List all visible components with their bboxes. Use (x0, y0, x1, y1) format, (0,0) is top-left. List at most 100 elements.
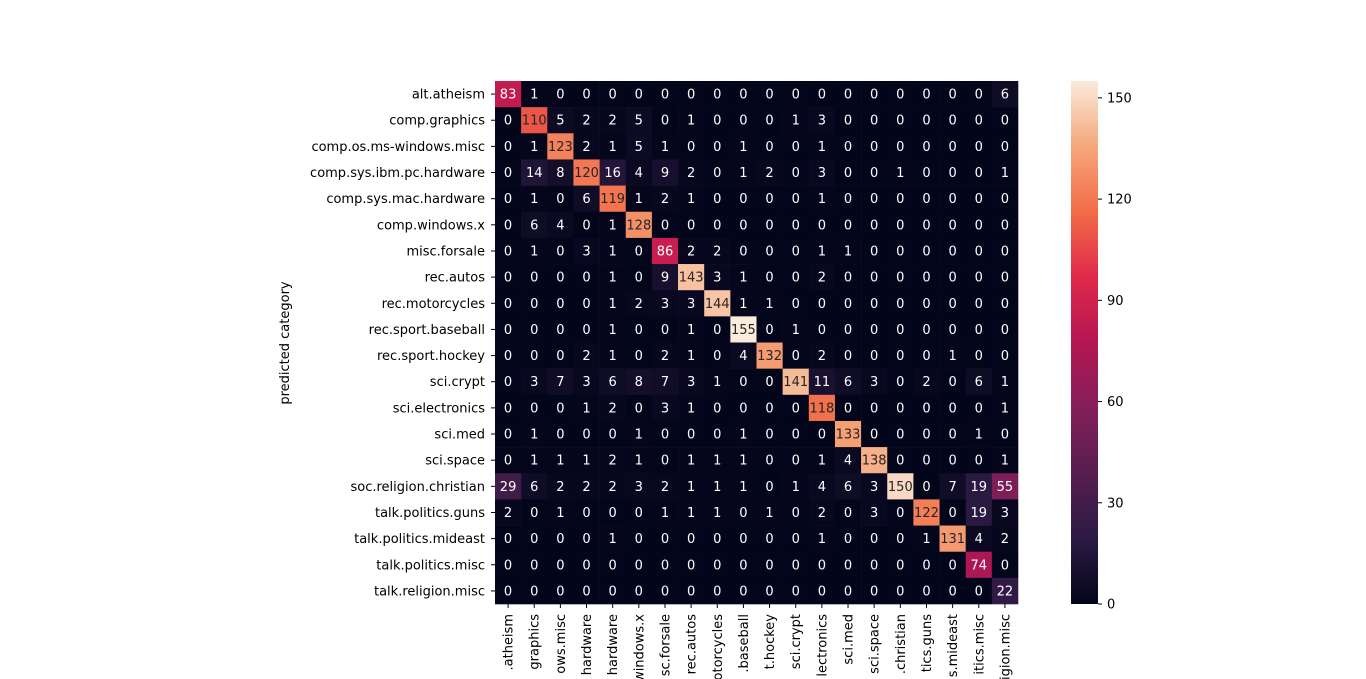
heatmap-cell (678, 551, 705, 579)
heatmap-cell (599, 290, 627, 317)
heatmap-cell (991, 316, 1019, 343)
cell-value-label: 2 (609, 454, 617, 469)
cell-value-label: 0 (818, 558, 826, 573)
heatmap-cell (730, 525, 757, 552)
heatmap-cell (678, 81, 705, 108)
cell-value-label: 3 (870, 480, 878, 495)
cell-value-label: 0 (765, 532, 773, 547)
cell-value-label: 6 (609, 375, 617, 390)
cell-value-label: 0 (687, 584, 695, 599)
cell-value-label: 0 (896, 140, 904, 155)
cell-value-label: 144 (705, 297, 730, 312)
heatmap-cell (730, 264, 757, 291)
colorbar-tick-label: 90 (1107, 294, 1124, 309)
cell-value-label: 0 (975, 88, 983, 103)
heatmap-cell (599, 525, 627, 552)
column-tick-labels: .atheism graphics ows.misc hardware hardware… (502, 604, 1013, 679)
cell-value-label: 0 (635, 584, 643, 599)
heatmap-cell (861, 264, 888, 291)
heatmap-cell (965, 577, 993, 605)
heatmap-cell (861, 525, 888, 552)
heatmap-cell (939, 107, 966, 134)
heatmap-cell (573, 342, 600, 369)
heatmap-cell (991, 420, 1019, 448)
cell-value-label: 2 (661, 349, 669, 364)
heatmap-cell (861, 420, 888, 448)
cell-value-label: 0 (948, 166, 956, 181)
heatmap-cell (834, 159, 862, 186)
heatmap-cell (599, 159, 627, 186)
cell-value-label: 0 (975, 166, 983, 181)
heatmap-cell (704, 420, 731, 448)
heatmap-cell (678, 447, 705, 474)
cell-value-label: 1 (739, 428, 747, 443)
cell-value-label: 2 (661, 192, 669, 207)
heatmap-cell (521, 394, 548, 422)
heatmap-cell (913, 447, 940, 474)
heatmap-cell (965, 159, 993, 186)
heatmap-cell (521, 316, 548, 343)
heatmap-cell (756, 133, 783, 160)
cell-value-label: 1 (609, 218, 617, 233)
cell-value-label: 0 (504, 140, 512, 155)
y-axis-label: predicted category (278, 281, 293, 405)
cell-value-label: 120 (574, 166, 599, 181)
heatmap-cell (913, 185, 940, 213)
heatmap-cell (991, 473, 1019, 500)
cell-value-label: 0 (870, 114, 878, 129)
cell-value-label: 2 (504, 506, 512, 521)
heatmap-cell (861, 237, 888, 265)
cell-value-label: 1 (792, 323, 800, 338)
cell-value-label: 2 (818, 349, 826, 364)
heatmap-cell (913, 394, 940, 422)
heatmap-cell (625, 473, 653, 500)
cell-value-label: 0 (504, 166, 512, 181)
cell-value-label: 0 (504, 244, 512, 259)
cell-value-label: 0 (896, 323, 904, 338)
column-tick-label: otorcycles (711, 614, 726, 679)
cell-value-label: 0 (844, 192, 852, 207)
cell-value-label: 19 (971, 480, 988, 495)
heatmap-cell (625, 81, 653, 108)
cell-value-label: 122 (914, 506, 939, 521)
cell-value-label: 0 (713, 584, 721, 599)
heatmap-cell (939, 159, 966, 186)
cell-value-label: 1 (818, 244, 826, 259)
heatmap-cell (939, 394, 966, 422)
heatmap-cell (547, 394, 574, 422)
heatmap-cell (861, 81, 888, 108)
cell-value-label: 0 (870, 244, 878, 259)
heatmap-cell (887, 81, 914, 108)
heatmap-cell (756, 159, 783, 186)
heatmap-cell (965, 81, 993, 108)
cell-value-label: 1 (1001, 454, 1009, 469)
cell-value-label: 1 (635, 454, 643, 469)
cell-value-label: 1 (661, 140, 669, 155)
heatmap-cell (730, 185, 757, 213)
cell-value-label: 0 (792, 297, 800, 312)
heatmap-cell (547, 159, 574, 186)
heatmap-cell (521, 81, 548, 108)
cell-value-label: 0 (609, 428, 617, 443)
heatmap-cell (704, 577, 731, 605)
heatmap-cell (625, 211, 653, 239)
cell-value-label: 1 (687, 114, 695, 129)
heatmap-cell (887, 290, 914, 317)
heatmap-cell (913, 264, 940, 291)
heatmap-cell (834, 368, 862, 396)
heatmap-cell (547, 81, 574, 108)
cell-value-label: 0 (792, 401, 800, 416)
cell-value-label: 1 (635, 192, 643, 207)
heatmap-cell (991, 394, 1019, 422)
heatmap-cell (651, 342, 679, 369)
cell-value-label: 0 (687, 428, 695, 443)
heatmap-cell (782, 185, 810, 213)
cell-value-label: 133 (836, 428, 861, 443)
cell-value-label: 0 (765, 271, 773, 286)
cell-value-label: 0 (975, 297, 983, 312)
heatmap-cell (756, 447, 783, 474)
cell-value-label: 1 (609, 244, 617, 259)
row-tick-label: rec.autos (425, 271, 486, 286)
cell-value-label: 0 (1001, 428, 1009, 443)
cell-value-label: 0 (922, 428, 930, 443)
